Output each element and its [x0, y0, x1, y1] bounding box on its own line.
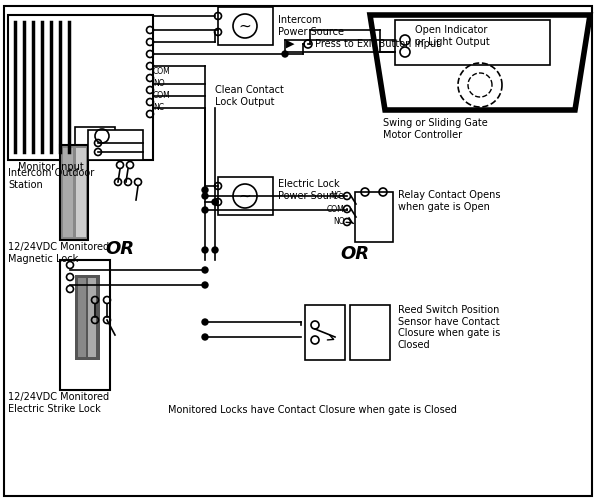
- FancyBboxPatch shape: [218, 177, 273, 215]
- Text: COM: COM: [153, 92, 170, 100]
- Circle shape: [202, 319, 208, 325]
- FancyBboxPatch shape: [76, 148, 86, 237]
- Text: Electric Lock
Power Source: Electric Lock Power Source: [278, 179, 344, 201]
- Text: 12/24VDC Monitored
Magnetic Lock: 12/24VDC Monitored Magnetic Lock: [8, 242, 109, 264]
- Text: ▶: ▶: [285, 39, 294, 49]
- Circle shape: [212, 247, 218, 253]
- FancyBboxPatch shape: [60, 145, 88, 240]
- FancyBboxPatch shape: [395, 20, 550, 65]
- Text: Open Indicator
or Light Output: Open Indicator or Light Output: [415, 25, 490, 47]
- FancyBboxPatch shape: [305, 305, 345, 360]
- Text: Press to Exit Button Input: Press to Exit Button Input: [315, 39, 440, 49]
- Text: 12/24VDC Monitored
Electric Strike Lock: 12/24VDC Monitored Electric Strike Lock: [8, 392, 109, 413]
- FancyBboxPatch shape: [355, 192, 393, 242]
- Circle shape: [202, 267, 208, 273]
- Text: Swing or Sliding Gate
Motor Controller: Swing or Sliding Gate Motor Controller: [383, 118, 488, 140]
- FancyBboxPatch shape: [88, 130, 143, 160]
- Text: Monitor Input: Monitor Input: [18, 162, 84, 172]
- Text: Clean Contact
Lock Output: Clean Contact Lock Output: [215, 85, 284, 106]
- FancyBboxPatch shape: [60, 260, 110, 390]
- Text: Monitored Locks have Contact Closure when gate is Closed: Monitored Locks have Contact Closure whe…: [168, 405, 457, 415]
- FancyBboxPatch shape: [8, 15, 153, 160]
- FancyBboxPatch shape: [350, 305, 390, 360]
- Circle shape: [202, 187, 208, 193]
- Text: OR: OR: [105, 240, 134, 258]
- FancyBboxPatch shape: [218, 7, 273, 45]
- Text: Reed Switch Position
Sensor have Contact
Closure when gate is
Closed: Reed Switch Position Sensor have Contact…: [398, 305, 500, 350]
- Text: COM: COM: [327, 204, 344, 214]
- Circle shape: [202, 334, 208, 340]
- Text: Relay Contact Opens
when gate is Open: Relay Contact Opens when gate is Open: [398, 190, 501, 212]
- Circle shape: [212, 199, 218, 205]
- Text: NO: NO: [153, 80, 164, 88]
- Text: Intercom
Power Source: Intercom Power Source: [278, 15, 344, 36]
- Circle shape: [202, 247, 208, 253]
- FancyBboxPatch shape: [78, 278, 86, 357]
- Circle shape: [202, 207, 208, 213]
- Circle shape: [282, 51, 288, 57]
- Text: OR: OR: [340, 245, 369, 263]
- Circle shape: [202, 282, 208, 288]
- Text: COM: COM: [153, 68, 170, 76]
- FancyBboxPatch shape: [75, 275, 100, 360]
- Text: ~: ~: [238, 188, 252, 204]
- Text: NC: NC: [153, 104, 164, 112]
- Text: Intercom Outdoor
Station: Intercom Outdoor Station: [8, 168, 94, 190]
- FancyBboxPatch shape: [88, 278, 96, 357]
- FancyBboxPatch shape: [63, 148, 73, 237]
- Text: ~: ~: [238, 18, 252, 34]
- Text: NC: NC: [330, 192, 341, 200]
- Text: NO: NO: [333, 218, 344, 226]
- Circle shape: [202, 193, 208, 199]
- FancyBboxPatch shape: [75, 127, 115, 145]
